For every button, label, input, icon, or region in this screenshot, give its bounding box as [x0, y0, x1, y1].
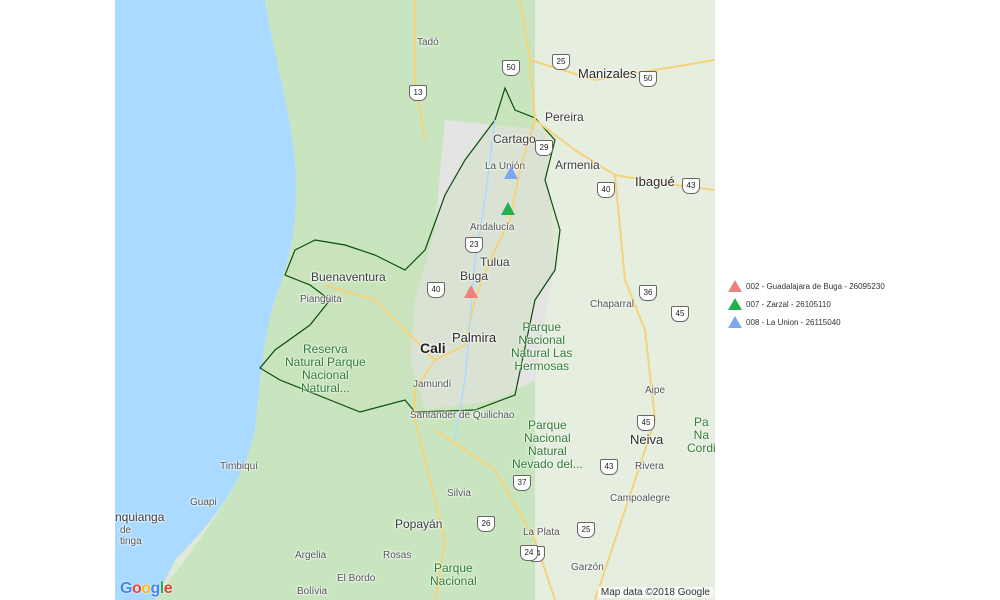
legend-label: 002 - Guadalajara de Buga - 26095230	[746, 281, 885, 291]
road-shield-25: 25	[552, 54, 570, 70]
road-shield-13: 13	[409, 85, 427, 101]
road-shield-43: 43	[600, 459, 618, 475]
city-la-plata: La Plata	[523, 527, 560, 538]
city-cali: Cali	[420, 340, 446, 356]
city-cartago: Cartago	[493, 132, 536, 146]
city-neiva: Neiva	[630, 432, 664, 447]
city-chaparral: Chaparral	[590, 299, 634, 310]
park-south: Parque Nacional	[430, 561, 477, 588]
city-palmira: Palmira	[452, 330, 497, 345]
road-shield-40: 40	[427, 282, 445, 298]
city-aipe: Aipe	[645, 385, 666, 396]
google-logo-letter: o	[131, 580, 142, 597]
google-logo-letter: e	[163, 580, 173, 597]
city-quilichao: Santander de Quilichao	[410, 410, 515, 421]
marker-zarzal[interactable]	[501, 202, 515, 215]
road-shield-25: 25	[577, 522, 595, 538]
city-ibague: Ibagué	[635, 174, 675, 189]
google-logo-letter: g	[150, 580, 161, 597]
triangle-icon	[728, 298, 742, 310]
legend-label: 007 - Zarzal - 26105110	[746, 299, 831, 309]
city-tulua: Tulua	[480, 255, 510, 269]
legend: 002 - Guadalajara de Buga - 26095230 007 …	[728, 277, 988, 331]
road-shield-45: 45	[637, 415, 655, 431]
city-jamundi: Jamundí	[413, 379, 452, 390]
road-shield-29: 29	[535, 140, 553, 156]
road-shield-50: 50	[639, 71, 657, 87]
city-tado: Tadó	[417, 37, 439, 48]
legend-item: 008 - La Union - 26115040	[728, 313, 988, 331]
city-campoalegre: Campoalegre	[610, 493, 671, 504]
city-el-bordo: El Bordo	[337, 573, 376, 584]
park-huila: Parque Nacional Natural Nevado del...	[512, 418, 583, 471]
road-shield-24: 24	[520, 545, 538, 561]
city-timbiqui: Timbiquí	[220, 461, 258, 472]
city-andalucia: Andalucía	[470, 222, 515, 233]
google-logo-letter: G	[120, 580, 132, 597]
marker-la-union[interactable]	[504, 166, 518, 179]
city-buenaventura: Buenaventura	[311, 270, 386, 284]
city-manizales: Manizales	[578, 66, 637, 81]
road-shield-36: 36	[639, 285, 657, 301]
map-attribution[interactable]: Map data ©2018 Google	[597, 587, 713, 598]
city-nquianga: nquianga	[115, 510, 165, 524]
city-guapi: Guapi	[190, 497, 217, 508]
road-shield-40: 40	[597, 182, 615, 198]
road-shield-50: 50	[502, 60, 520, 76]
city-armenia: Armenia	[555, 158, 600, 172]
map-viewport[interactable]: Manizales Pereira Cartago Armenia Ibagué La U…	[115, 0, 715, 600]
legend-item: 007 - Zarzal - 26105110	[728, 295, 988, 313]
road-shield-37: 37	[513, 475, 531, 491]
google-logo[interactable]: Google	[120, 580, 173, 598]
city-garzon: Garzón	[571, 562, 604, 573]
google-logo-letter: l	[159, 580, 164, 597]
city-la-union: La Unión	[485, 161, 526, 172]
road-shield-26: 26	[477, 516, 495, 532]
road-shield-23: 23	[465, 237, 483, 253]
park-hermosas: Parque Nacional Natural Las Hermosas	[511, 320, 573, 373]
city-rivera: Rivera	[635, 461, 664, 472]
city-tinga: de tinga	[120, 525, 142, 547]
city-argelia: Argelia	[295, 550, 327, 561]
station-markers	[464, 166, 518, 298]
road-shield-43: 43	[682, 178, 700, 194]
park-cordillera: Pa Na Cordi	[687, 415, 715, 455]
city-piangueta: Piangüita	[300, 294, 342, 305]
city-bolivia: Bolívia	[297, 586, 328, 597]
city-silvia: Silvia	[447, 488, 471, 499]
google-logo-letter: o	[141, 580, 151, 597]
city-rosas: Rosas	[383, 550, 412, 561]
city-popayan: Popayán	[395, 517, 443, 531]
marker-buga[interactable]	[464, 285, 478, 298]
map-base	[115, 0, 715, 600]
legend-label: 008 - La Union - 26115040	[746, 317, 841, 327]
triangle-icon	[728, 316, 742, 328]
triangle-icon	[728, 280, 742, 292]
legend-item: 002 - Guadalajara de Buga - 26095230	[728, 277, 988, 295]
road-shield-45: 45	[671, 306, 689, 322]
city-buga: Buga	[460, 269, 489, 283]
city-pereira: Pereira	[545, 110, 584, 124]
park-reserva: Reserva Natural Parque Nacional Natural.…	[285, 342, 366, 395]
